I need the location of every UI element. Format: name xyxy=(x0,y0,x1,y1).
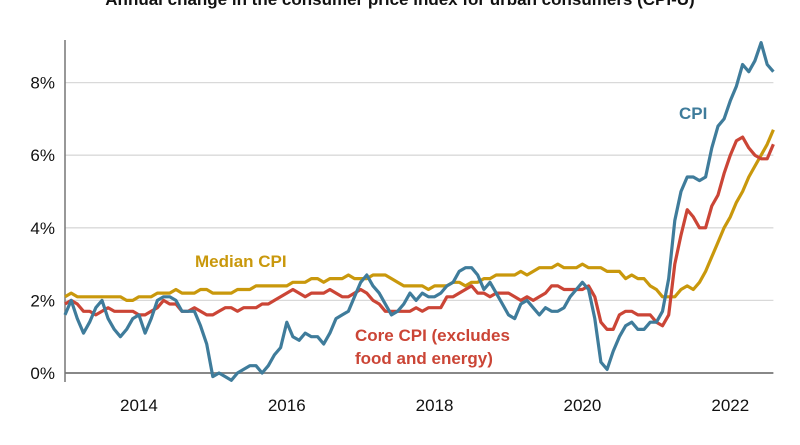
x-tick-label: 2016 xyxy=(268,396,306,415)
x-tick-label: 2020 xyxy=(564,396,602,415)
series-label-core-cpi-excludes-food-and-energy: Core CPI (excludes xyxy=(355,326,510,345)
x-axis-ticks: 2014 2016 2018 2020 2022 xyxy=(120,396,749,415)
series-line-cpi xyxy=(63,41,775,382)
y-tick-label: 2% xyxy=(30,291,55,310)
series-label-cpi: CPI xyxy=(679,104,707,123)
series-lines xyxy=(63,41,775,382)
series-labels: Median CPI Core CPI (excludes food and ene… xyxy=(195,104,707,368)
x-tick-label: 2014 xyxy=(120,396,158,415)
series-line-median-cpi xyxy=(64,129,775,302)
y-axis-ticks: 0% 2% 4% 6% 8% xyxy=(30,74,55,383)
x-tick-label: 2018 xyxy=(416,396,454,415)
y-tick-label: 8% xyxy=(30,74,55,93)
y-tick-label: 0% xyxy=(30,364,55,383)
y-tick-label: 6% xyxy=(30,146,55,165)
chart-title: Annual change in the consumer price inde… xyxy=(105,0,694,9)
gridlines xyxy=(65,81,774,374)
series-label-median-cpi: Median CPI xyxy=(195,252,287,271)
y-tick-label: 4% xyxy=(30,219,55,238)
x-tick-label: 2022 xyxy=(711,396,749,415)
series-label-core-cpi-excludes-food-and-energy: food and energy) xyxy=(355,349,493,368)
